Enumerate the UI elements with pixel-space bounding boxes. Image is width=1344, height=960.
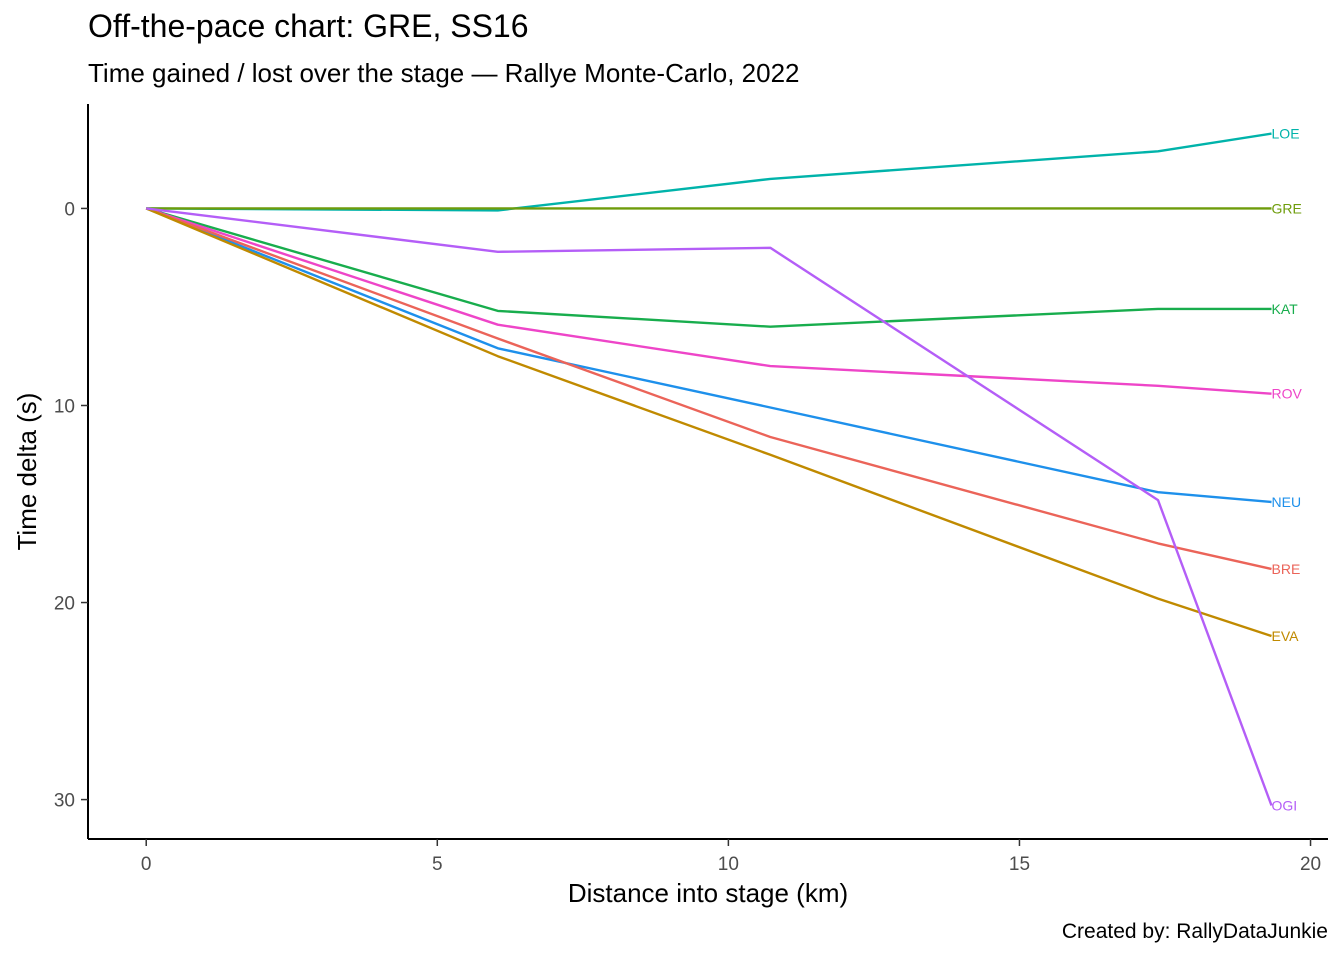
series-label-kat: KAT [1272,301,1299,317]
x-axis-title: Distance into stage (km) [568,878,848,908]
series-lines [145,132,1273,806]
x-tick-label: 0 [141,854,152,875]
series-line-neu [145,207,1272,504]
series-end-labels: LOE GRE KAT ROV NEU BRE EVA OGI [1272,126,1303,814]
chart-subtitle: Time gained / lost over the stage — Rall… [88,58,800,88]
series-line-loe [146,132,1272,212]
y-tick-label: 10 [54,396,75,417]
series-line-rov [145,207,1272,395]
x-tick-label: 10 [718,854,739,875]
x-tick-label: 15 [1009,854,1030,875]
series-label-rov: ROV [1272,386,1303,402]
y-axis-ticks: 0 10 20 30 [54,199,88,812]
series-label-neu: NEU [1272,494,1302,510]
x-tick-label: 5 [432,854,443,875]
chart-title: Off-the-pace chart: GRE, SS16 [88,8,529,44]
y-tick-label: 30 [54,791,75,812]
series-label-eva: EVA [1272,628,1300,644]
series-line-ogi [146,207,1273,806]
chart-caption: Created by: RallyDataJunkie [1061,920,1328,943]
series-line-bre [145,207,1272,571]
x-axis-ticks: 0 5 10 15 20 [141,839,1321,875]
y-tick-label: 0 [64,199,75,220]
y-axis-title: Time delta (s) [12,393,42,551]
y-tick-label: 20 [54,594,75,615]
series-label-loe: LOE [1272,126,1300,142]
series-line-kat [145,207,1272,328]
series-line-eva [145,207,1272,638]
series-label-gre: GRE [1272,200,1302,216]
series-label-ogi: OGI [1272,798,1298,814]
x-tick-label: 20 [1300,854,1321,875]
series-label-bre: BRE [1272,561,1301,577]
